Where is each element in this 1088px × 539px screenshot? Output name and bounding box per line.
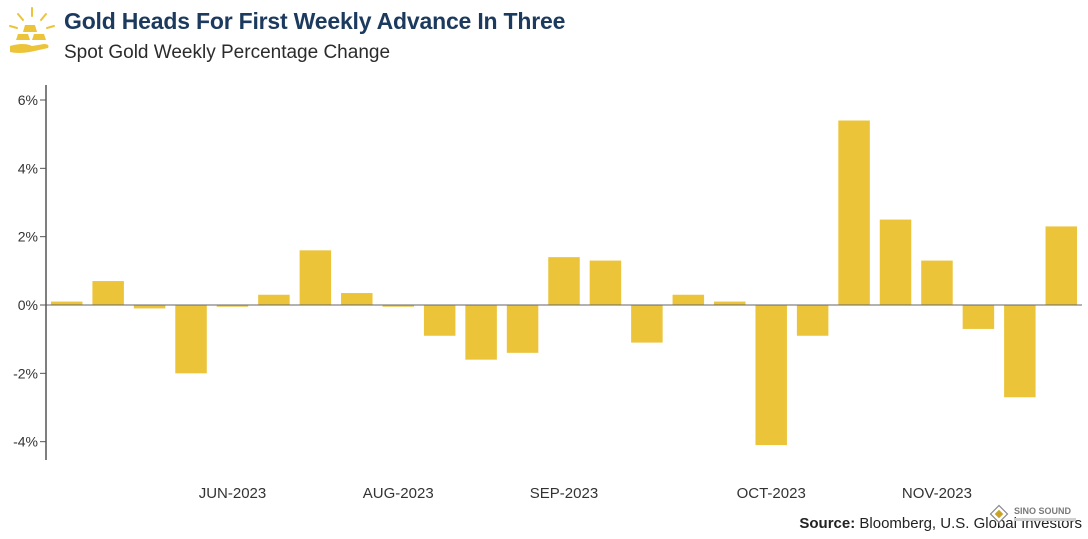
bar — [548, 257, 580, 305]
bar — [755, 305, 787, 446]
bar — [341, 293, 373, 305]
bar — [589, 260, 622, 305]
x-tick-label: NOV-2023 — [902, 485, 972, 500]
bar — [175, 305, 207, 374]
chart-title: Gold Heads For First Weekly Advance In T… — [64, 8, 566, 34]
y-tick-label: -4% — [13, 434, 38, 450]
x-tick-label: AUG-2023 — [363, 485, 434, 500]
chart-subtitle: Spot Gold Weekly Percentage Change — [64, 42, 391, 63]
bar — [423, 305, 456, 336]
bar — [133, 305, 166, 309]
source-label: Source: — [799, 515, 856, 532]
x-tick-label: OCT-2023 — [737, 485, 806, 500]
y-tick-label: 6% — [18, 92, 38, 108]
bar — [879, 219, 912, 305]
watermark-text: SINO SOUND — [1014, 506, 1072, 516]
bar — [962, 305, 995, 329]
bar — [631, 305, 663, 343]
bar — [92, 281, 124, 305]
bar — [921, 260, 953, 305]
x-tick-label: JUN-2023 — [199, 485, 267, 500]
diamond-logo-icon — [989, 504, 1009, 524]
bar — [382, 305, 414, 307]
y-tick-label: 0% — [18, 297, 38, 313]
bar — [216, 305, 249, 307]
bar-chart: 6% 4% 2% 0% -2% -4% JUN-2023 AUG-2023 SEP-2023 OC… — [13, 85, 1082, 500]
bar — [1045, 226, 1078, 305]
bar — [714, 301, 746, 305]
y-tick-label: -2% — [13, 365, 38, 381]
bar — [50, 301, 83, 305]
bar — [838, 120, 870, 305]
bar — [258, 294, 290, 305]
gold-bars-sunburst-icon — [9, 7, 55, 53]
bar — [1004, 305, 1036, 398]
bar — [506, 305, 539, 353]
bar — [796, 305, 829, 336]
bar — [672, 294, 705, 305]
watermark: SINO SOUND — [989, 504, 1076, 524]
y-tick-label: 2% — [18, 229, 38, 245]
y-tick-label: 4% — [18, 160, 38, 176]
x-tick-label: SEP-2023 — [530, 485, 598, 500]
bar — [299, 250, 332, 305]
bar — [465, 305, 497, 360]
